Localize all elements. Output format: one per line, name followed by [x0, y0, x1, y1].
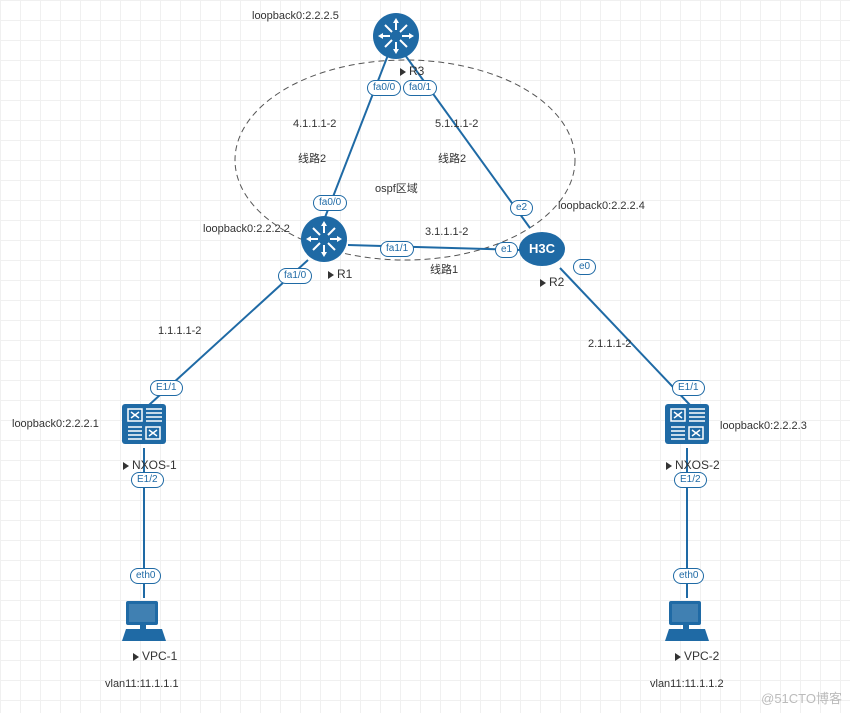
play-icon: [133, 653, 139, 661]
node-vpc2[interactable]: [663, 595, 711, 643]
link-label: 线路1: [430, 261, 458, 277]
topology-canvas: ospf区域 R3 loopback0:2.2.2.5 R1 loopback0:2.…: [0, 0, 850, 713]
port-label: e1: [495, 242, 518, 258]
port-label: fa0/0: [313, 195, 347, 211]
play-icon: [675, 653, 681, 661]
link-label: 线路2: [298, 150, 326, 166]
node-nxos1[interactable]: [120, 400, 168, 448]
node-vpc1[interactable]: [120, 595, 168, 643]
link-label: 5.1.1.1-2: [435, 118, 478, 130]
port-label: E1/2: [674, 472, 707, 488]
port-label: e2: [510, 200, 533, 216]
node-r3[interactable]: [372, 12, 420, 60]
link-label: 线路2: [438, 150, 466, 166]
port-label: E1/1: [150, 380, 183, 396]
loopback-label-r1: loopback0:2.2.2.2: [203, 223, 290, 235]
play-icon: [400, 68, 406, 76]
port-label: E1/1: [672, 380, 705, 396]
port-label: fa0/0: [367, 80, 401, 96]
port-label: fa1/0: [278, 268, 312, 284]
link-label: 1.1.1.1-2: [158, 325, 201, 337]
device-label-vpc1: VPC-1: [133, 649, 177, 663]
vlan-label-vpc2: vlan11:11.1.1.2: [650, 678, 724, 690]
play-icon: [540, 279, 546, 287]
node-r2[interactable]: [518, 225, 566, 273]
port-label: eth0: [673, 568, 704, 584]
node-nxos2[interactable]: [663, 400, 711, 448]
watermark: @51CTO博客: [761, 688, 842, 707]
port-label: e0: [573, 259, 596, 275]
link-r2-nxos2: [560, 268, 690, 405]
loopback-label-nxos1: loopback0:2.2.2.1: [12, 418, 99, 430]
play-icon: [666, 462, 672, 470]
loopback-label-nxos2: loopback0:2.2.2.3: [720, 420, 807, 432]
vlan-label-vpc1: vlan11:11.1.1.1: [105, 678, 179, 690]
device-label-r3: R3: [400, 64, 424, 78]
node-r1[interactable]: [300, 215, 348, 263]
port-label: fa0/1: [403, 80, 437, 96]
play-icon: [328, 271, 334, 279]
loopback-label-r3: loopback0:2.2.2.5: [252, 10, 339, 22]
link-label: 2.1.1.1-2: [588, 338, 631, 350]
loopback-label-r2: loopback0:2.2.2.4: [558, 200, 645, 212]
device-label-r2: R2: [540, 275, 564, 289]
ospf-area-label: ospf区域: [375, 180, 418, 196]
device-label-nxos1: NXOS-1: [123, 458, 177, 472]
play-icon: [123, 462, 129, 470]
port-label: eth0: [130, 568, 161, 584]
device-label-vpc2: VPC-2: [675, 649, 719, 663]
link-label: 4.1.1.1-2: [293, 118, 336, 130]
port-label: E1/2: [131, 472, 164, 488]
device-label-r1: R1: [328, 267, 352, 281]
port-label: fa1/1: [380, 241, 414, 257]
link-label: 3.1.1.1-2: [425, 226, 468, 238]
device-label-nxos2: NXOS-2: [666, 458, 720, 472]
